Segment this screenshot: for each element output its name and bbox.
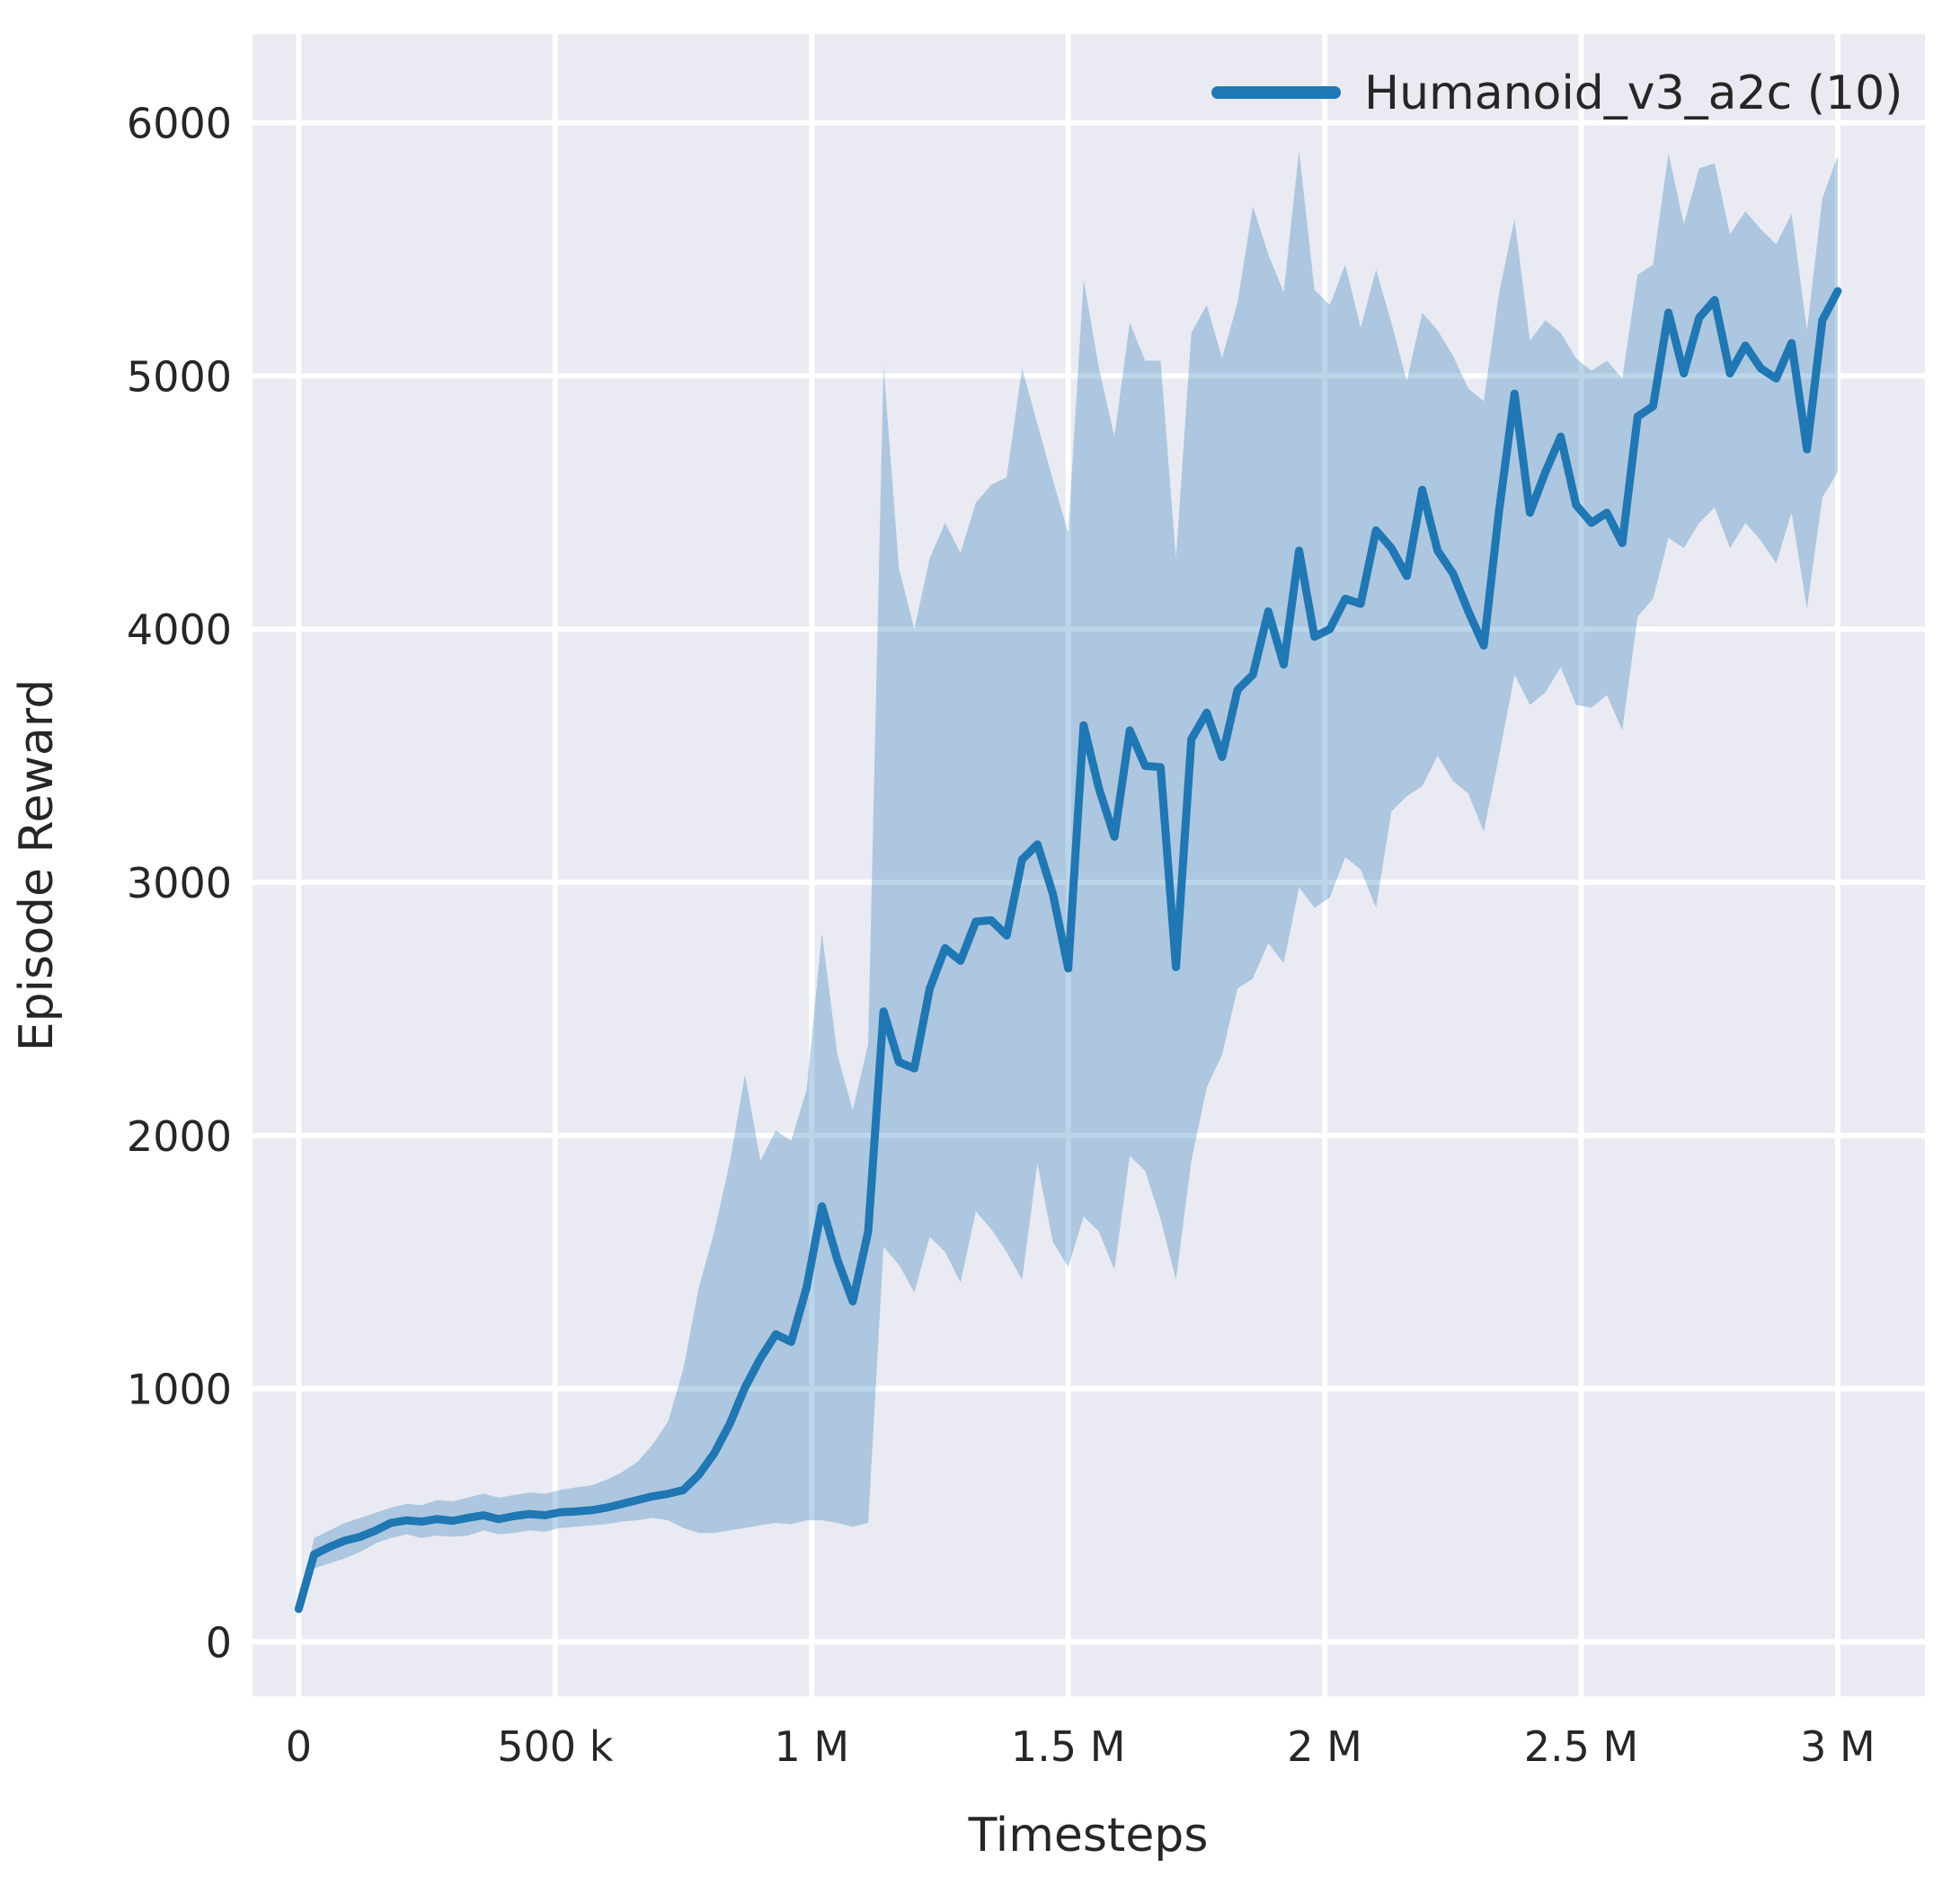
x-tick-label: 1 M <box>774 1722 849 1771</box>
y-tick-label: 2000 <box>127 1112 232 1161</box>
x-tick-label: 2 M <box>1287 1722 1362 1771</box>
gridlines <box>253 34 1925 1696</box>
legend[interactable]: Humanoid_v3_a2c (10) <box>1211 66 1902 120</box>
x-tick-label: 2.5 M <box>1524 1722 1638 1771</box>
y-axis-title: Episode Reward <box>10 679 64 1051</box>
y-tick-label: 5000 <box>127 352 232 401</box>
x-tick-label: 1.5 M <box>1011 1722 1125 1771</box>
x-tick-label: 500 k <box>497 1722 613 1771</box>
y-tick-labels: 0 1000 2000 3000 4000 5000 6000 <box>127 100 232 1668</box>
x-tick-label: 0 <box>286 1722 312 1771</box>
confidence-band <box>298 150 1838 1609</box>
y-tick-label: 1000 <box>127 1366 232 1414</box>
x-tick-labels: 0 500 k 1 M 1.5 M 2 M 2.5 M 3 M <box>286 1722 1876 1771</box>
legend-label: Humanoid_v3_a2c (10) <box>1364 66 1902 120</box>
y-tick-label: 6000 <box>127 100 232 148</box>
y-tick-label: 4000 <box>127 606 232 654</box>
y-tick-label: 0 <box>206 1618 232 1667</box>
plot-background <box>253 34 1925 1696</box>
mean-line <box>294 287 1842 1614</box>
y-tick-label: 3000 <box>127 859 232 907</box>
x-axis-title: Timesteps <box>968 1809 1209 1863</box>
x-tick-label: 3 M <box>1800 1722 1876 1771</box>
